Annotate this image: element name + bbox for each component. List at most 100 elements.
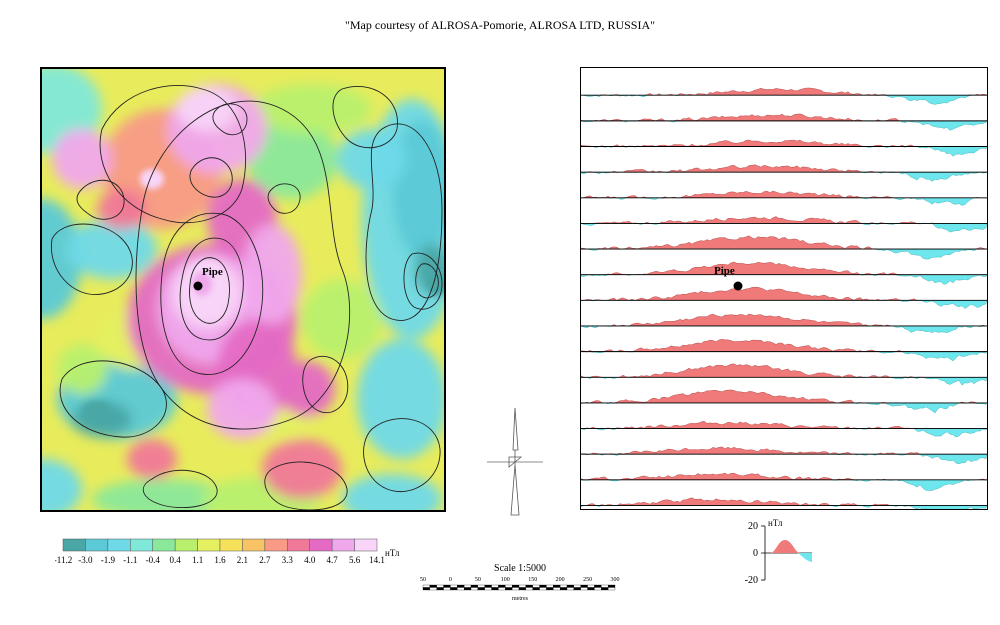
contour-line xyxy=(142,469,218,508)
profile-positive-area xyxy=(581,389,987,404)
scale-tick-label: 300 xyxy=(611,577,620,583)
colorbar-swatch xyxy=(174,538,198,552)
pipe-label-profile: Pipe xyxy=(714,265,735,277)
profile-negative-area xyxy=(581,223,987,233)
contour-line xyxy=(50,223,133,295)
scale-title: Scale 1:5000 xyxy=(494,563,546,574)
colorbar-label: 2.1 xyxy=(237,555,248,565)
colorbar-swatch xyxy=(197,538,221,552)
profile-negative-area xyxy=(581,120,987,131)
contour-line xyxy=(332,85,398,149)
colorbar-label: -0.4 xyxy=(146,555,161,565)
profile-negative-area xyxy=(581,300,987,309)
profile-negative-area xyxy=(581,274,987,285)
north-arrow-icon xyxy=(485,405,545,525)
colorbar-label: 4.0 xyxy=(304,555,316,565)
scale-tick-label: 200 xyxy=(556,577,565,583)
colorbar-swatch xyxy=(331,538,355,552)
pipe-label: Pipe xyxy=(202,266,223,278)
colorbar-swatch xyxy=(242,538,266,552)
magnetic-profile-plot[interactable]: Pipe xyxy=(580,67,988,510)
colorbar-label: 5.6 xyxy=(349,555,361,565)
profile-negative-area xyxy=(581,95,987,105)
contour-line xyxy=(212,103,248,136)
colorbar-swatch xyxy=(354,538,378,552)
colorbar-label: 14.1 xyxy=(369,555,385,565)
pipe-marker xyxy=(193,281,203,291)
profile-positive-area xyxy=(581,190,987,199)
profile-positive-area xyxy=(581,113,987,122)
colorbar-label: 1.1 xyxy=(192,555,203,565)
contour-line xyxy=(99,84,247,224)
contour-line xyxy=(264,461,348,510)
scale-tick-label: 250 xyxy=(583,577,592,583)
profile-negative-area xyxy=(581,505,987,509)
contour-line xyxy=(403,252,443,310)
legend-tick-zero: 0 xyxy=(753,548,758,559)
profile-positive-area xyxy=(581,363,987,378)
colorbar-label: 4.7 xyxy=(327,555,339,565)
colorbar-swatch xyxy=(130,538,153,552)
legend-tick-bottom: -20 xyxy=(745,575,758,586)
profile-positive-area xyxy=(581,420,987,429)
pipe-marker-profile xyxy=(733,281,743,291)
colorbar-label: 1.6 xyxy=(214,555,226,565)
colorbar-swatch xyxy=(264,538,288,552)
legend-tick-top: 20 xyxy=(748,521,758,532)
map-title: "Map courtesy of ALROSA-Pomorie, ALROSA … xyxy=(344,18,656,32)
profile-positive-area xyxy=(581,446,987,455)
profile-negative-area xyxy=(581,402,987,414)
scale-tick-label: 50 xyxy=(475,577,481,583)
color-scale-legend: -11.2 -3.0 -1.9 -1.1 -0.4 0.4 1.1 1.6 2.1 2.7 3.3 4… xyxy=(54,538,425,568)
magnetic-contour-map[interactable]: Pipe xyxy=(40,67,446,512)
profile-positive-area xyxy=(581,164,987,173)
contour-line xyxy=(363,418,441,493)
scale-tick-label: 100 xyxy=(501,577,510,583)
legend-unit: нТл xyxy=(768,518,783,528)
colorbar-label: 0.4 xyxy=(170,555,182,565)
contour-line xyxy=(302,356,349,414)
profile-negative-area xyxy=(581,171,987,182)
colorbar-swatch xyxy=(62,538,86,552)
colorbar-swatch xyxy=(107,538,131,552)
contour-line xyxy=(135,100,351,430)
colorbar-swatch xyxy=(287,538,310,552)
profile-negative-area xyxy=(581,428,987,438)
colorbar-swatch xyxy=(152,538,176,552)
profile-positive-area xyxy=(581,472,987,481)
colorbar-swatch xyxy=(85,538,109,552)
scale-unit: metres xyxy=(512,596,529,602)
profile-positive-area xyxy=(581,497,987,506)
profile-amplitude-legend: 20 0 -20 нТл xyxy=(740,518,850,588)
profile-negative-area xyxy=(581,351,987,362)
profile-negative-area xyxy=(581,377,987,386)
contour-line xyxy=(59,360,167,438)
profile-positive-area xyxy=(581,87,987,96)
scale-tick-label: 150 xyxy=(528,577,537,583)
colorbar-label: 2.7 xyxy=(259,555,271,565)
scale-bar: 50 0 50 100 150 200 250 300 metres xyxy=(415,560,625,620)
colorbar-unit: нТл xyxy=(385,548,400,558)
colorbar-label: -11.2 xyxy=(55,555,72,565)
profile-negative-area xyxy=(581,325,987,334)
profile-negative-area xyxy=(581,197,987,206)
profile-positive-area xyxy=(581,313,987,327)
profile-positive-area xyxy=(581,235,987,250)
profile-positive-area xyxy=(581,286,987,301)
contour-line xyxy=(365,123,443,321)
contour-line xyxy=(179,237,244,341)
profile-positive-area xyxy=(581,338,987,352)
profile-negative-area xyxy=(581,146,987,157)
contour-line xyxy=(189,157,233,198)
contour-line xyxy=(415,263,439,299)
profile-negative-area xyxy=(581,248,987,260)
profile-positive-area xyxy=(581,139,987,147)
colorbar-label: -1.1 xyxy=(123,555,137,565)
colorbar-label: 3.3 xyxy=(282,555,294,565)
contour-line xyxy=(160,212,264,375)
colorbar-label: -1.9 xyxy=(101,555,116,565)
scale-tick-label: 50 xyxy=(420,577,426,583)
contour-line xyxy=(267,183,301,214)
contour-map-canvas: Pipe xyxy=(42,69,444,510)
contour-line xyxy=(76,179,125,220)
